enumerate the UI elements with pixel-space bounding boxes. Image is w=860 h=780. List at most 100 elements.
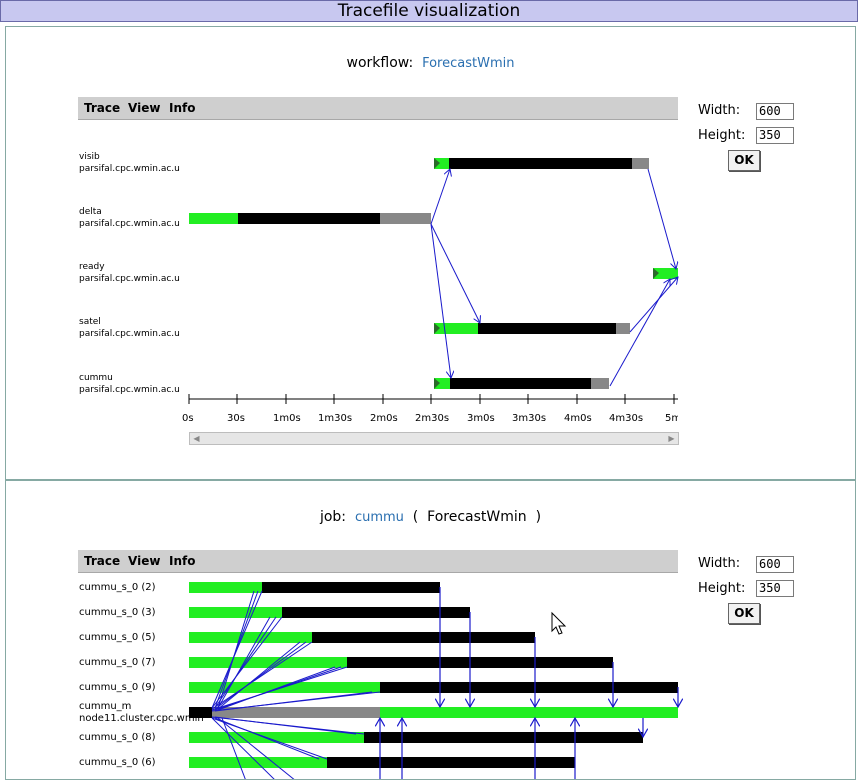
tick-label: 2m30s: [415, 413, 450, 424]
row-label: cummu_s_0 (2): [79, 582, 156, 593]
scroll-right-icon[interactable]: ▶: [668, 434, 675, 443]
height-label: Height:: [698, 128, 746, 143]
bar-busy: [450, 378, 591, 389]
job-timeline: [189, 582, 856, 779]
bar-busy: [312, 632, 535, 643]
bar-running: [189, 632, 312, 643]
bar-idle: [212, 707, 380, 718]
paren-open: (: [412, 509, 419, 525]
row-job: ready: [79, 262, 105, 272]
row-label-master: cummu_m node11.cluster.cpc.wmin: [79, 701, 204, 725]
workflow-name-link[interactable]: ForecastWmin: [422, 56, 515, 71]
message-arrow: [214, 691, 373, 712]
row-host: parsifal.cpc.wmin.ac.u: [79, 164, 180, 174]
message-arrow: [214, 716, 357, 735]
bar-running: [434, 378, 450, 389]
width-input[interactable]: 600: [756, 103, 794, 120]
bar-running: [189, 213, 238, 224]
message-arrow: [214, 666, 342, 711]
dependency-arrow: [647, 168, 676, 269]
bar-busy: [380, 682, 678, 693]
bar-busy: [478, 323, 616, 334]
window-title: Tracefile visualization: [0, 0, 858, 22]
dependency-arrow: [609, 279, 670, 387]
start-marker: [434, 158, 440, 169]
height-input[interactable]: 350: [756, 580, 794, 597]
message-arrow: [217, 616, 271, 709]
bar-idle: [591, 378, 609, 389]
row-label-visib: visib parsifal.cpc.wmin.ac.u: [79, 151, 180, 175]
workflow-header: workflow: ForecastWmin: [6, 55, 855, 71]
row-host: parsifal.cpc.wmin.ac.u: [79, 329, 180, 339]
row-label-satel: satel parsifal.cpc.wmin.ac.u: [79, 316, 180, 340]
job-menubar: Trace View Info: [78, 550, 678, 573]
width-label: Width:: [698, 556, 741, 571]
tick-label: 3m0s: [467, 413, 495, 424]
bar-running: [434, 158, 449, 169]
row-job: visib: [79, 152, 100, 162]
message-arrow: [217, 666, 336, 711]
row-label-delta: delta parsifal.cpc.wmin.ac.u: [79, 206, 180, 230]
horizontal-scrollbar[interactable]: ◀ ▶: [189, 432, 679, 445]
tick-label: 30s: [227, 413, 245, 424]
menu-trace[interactable]: Trace: [84, 554, 121, 568]
scroll-left-icon[interactable]: ◀: [193, 434, 200, 443]
bar-idle: [380, 213, 431, 224]
row-label: cummu_s_0 (3): [79, 607, 156, 618]
bar-running: [189, 732, 364, 743]
bar-running: [189, 657, 347, 668]
message-arrow: [217, 641, 301, 710]
message-arrow: [214, 641, 307, 710]
dependency-arrow: [430, 223, 451, 378]
menu-info[interactable]: Info: [169, 554, 196, 568]
bar-running: [653, 268, 678, 279]
message-arrow: [214, 616, 277, 709]
bar-running: [380, 707, 678, 718]
menu-info[interactable]: Info: [169, 101, 196, 115]
workflow-panel: workflow: ForecastWmin Trace View Info W…: [5, 26, 856, 480]
bar-busy: [449, 158, 632, 169]
start-marker: [653, 268, 659, 279]
job-workflow-name: ForecastWmin: [427, 509, 527, 525]
message-arrow: [221, 717, 246, 779]
row-label-ready: ready parsifal.cpc.wmin.ac.u: [79, 261, 180, 285]
message-arrow: [211, 717, 275, 779]
job-label: job:: [319, 509, 347, 525]
tick-label: 2m0s: [370, 413, 398, 424]
row-label-cummu: cummu parsifal.cpc.wmin.ac.u: [79, 372, 180, 396]
ok-button[interactable]: OK: [728, 150, 760, 171]
bar-busy: [347, 657, 613, 668]
row-label: cummu_m: [79, 701, 132, 712]
message-arrow: [211, 641, 313, 710]
dependency-arrow: [430, 169, 450, 225]
job-name-link[interactable]: cummu: [354, 510, 404, 525]
bar-busy: [262, 582, 440, 593]
tick-label: 5m: [665, 413, 678, 424]
bar-busy: [189, 707, 212, 718]
bar-running: [189, 607, 282, 618]
ok-button[interactable]: OK: [728, 603, 760, 624]
bar-running: [434, 323, 478, 334]
bar-busy: [364, 732, 643, 743]
message-arrow: [211, 616, 283, 709]
row-host: parsifal.cpc.wmin.ac.u: [79, 219, 180, 229]
row-host: parsifal.cpc.wmin.ac.u: [79, 385, 180, 395]
menu-view[interactable]: View: [128, 101, 161, 115]
mouse-cursor-icon: [551, 611, 567, 635]
width-label: Width:: [698, 103, 741, 118]
menu-view[interactable]: View: [128, 554, 161, 568]
bar-busy: [282, 607, 470, 618]
tick-label: 4m0s: [564, 413, 592, 424]
tick-label: 0s: [182, 413, 194, 424]
height-label: Height:: [698, 581, 746, 596]
bar-idle: [616, 323, 630, 334]
menu-trace[interactable]: Trace: [84, 101, 121, 115]
row-label: cummu_s_0 (7): [79, 657, 156, 668]
row-host: node11.cluster.cpc.wmin: [79, 713, 204, 724]
job-header: job: cummu ( ForecastWmin ): [6, 509, 855, 525]
height-input[interactable]: 350: [756, 127, 794, 144]
width-input[interactable]: 600: [756, 556, 794, 573]
dependency-arrow: [629, 277, 678, 333]
bar-running: [189, 682, 380, 693]
start-marker: [434, 323, 440, 334]
